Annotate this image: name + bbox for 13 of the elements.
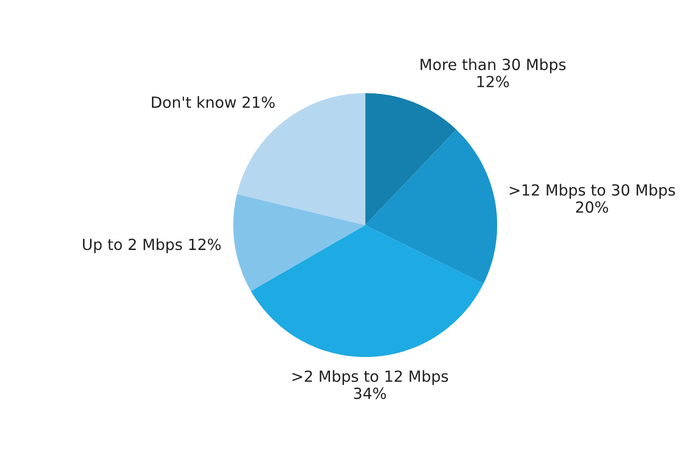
- slice-label: Up to 2 Mbps 12%: [83, 238, 221, 254]
- data-label: 12%: [477, 76, 509, 88]
- data-label: 34%: [354, 388, 386, 400]
- pie-slice: [236, 93, 366, 226]
- slice-label: More than 30 Mbps: [420, 58, 566, 74]
- pie-slice: [365, 93, 456, 226]
- pie-slice: [233, 194, 366, 292]
- data-label: 20%: [576, 201, 608, 213]
- pie-slice: [365, 130, 498, 284]
- slice-label: Don't know 21%: [152, 96, 275, 108]
- pie-slice: [250, 225, 484, 358]
- slice-label: >2 Mbps to 12 Mbps: [292, 370, 448, 385]
- slice-label: >12 Mbps to 30 Mbps: [510, 184, 675, 199]
